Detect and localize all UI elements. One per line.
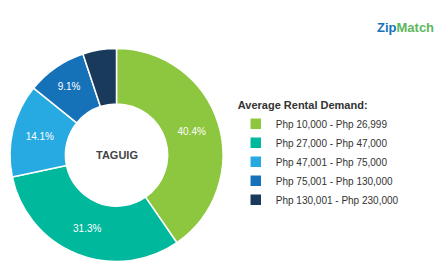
svg-text:Php 47,001 - Php 75,000: Php 47,001 - Php 75,000 bbox=[276, 157, 388, 168]
svg-text:Average Rental Demand:: Average Rental Demand: bbox=[238, 99, 368, 111]
svg-text:Php 10,000 - Php 26,999: Php 10,000 - Php 26,999 bbox=[276, 119, 388, 130]
svg-text:40.4%: 40.4% bbox=[178, 126, 206, 137]
svg-text:TAGUIG: TAGUIG bbox=[96, 149, 138, 161]
svg-text:14.1%: 14.1% bbox=[26, 131, 54, 142]
svg-text:9.1%: 9.1% bbox=[58, 81, 81, 92]
svg-text:Php 27,000 - Php 47,000: Php 27,000 - Php 47,000 bbox=[276, 138, 388, 149]
svg-text:31.3%: 31.3% bbox=[73, 223, 101, 234]
svg-text:Php 75,001 - Php 130,000: Php 75,001 - Php 130,000 bbox=[276, 176, 393, 187]
svg-text:ZipMatch: ZipMatch bbox=[377, 20, 434, 35]
svg-text:Php 130,001 - Php 230,000: Php 130,001 - Php 230,000 bbox=[276, 195, 399, 206]
